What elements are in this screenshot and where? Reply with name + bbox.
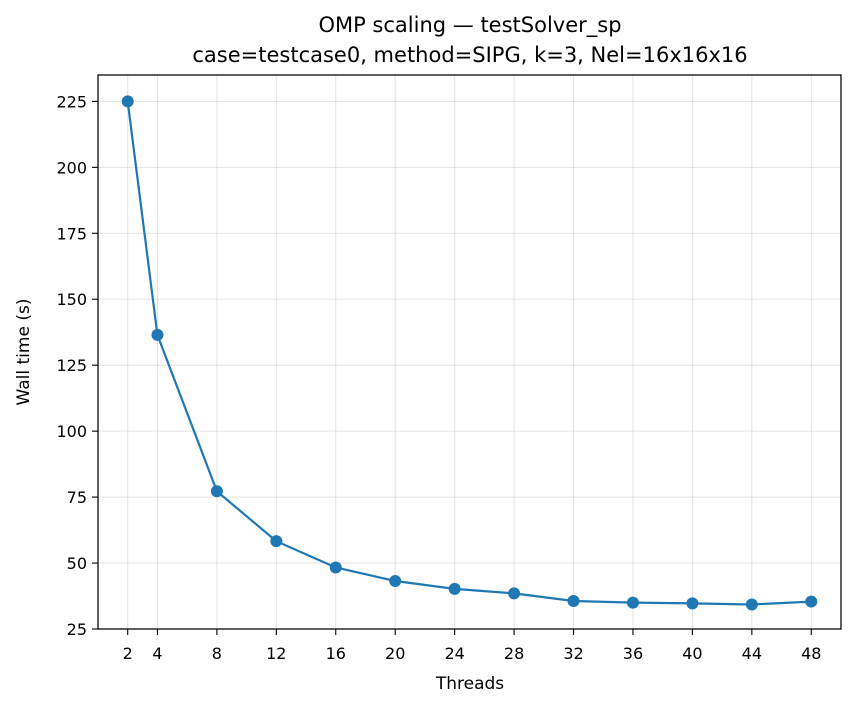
data-point — [567, 595, 580, 608]
chart-title-line1: OMP scaling — testSolver_sp — [318, 13, 621, 38]
plot-frame — [97, 74, 842, 630]
y-tick-label: 175 — [56, 224, 87, 243]
tick-layer: 2 4 8 12 16 20 24 28 32 36 40 44 4825507510012515017… — [56, 92, 821, 663]
x-tick-label: 24 — [444, 644, 464, 663]
y-tick-label: 75 — [67, 488, 87, 507]
data-point — [805, 595, 818, 608]
chart-title-line2: case=testcase0, method=SIPG, k=3, Nel=16… — [192, 43, 747, 67]
y-axis-label: Wall time (s) — [14, 299, 34, 406]
data-point — [151, 328, 164, 341]
y-tick-label: 200 — [56, 158, 87, 177]
x-tick-label: 36 — [623, 644, 643, 663]
x-tick-label: 44 — [742, 644, 762, 663]
x-tick-label: 32 — [563, 644, 583, 663]
x-tick-label: 28 — [504, 644, 524, 663]
x-tick-label: 4 — [152, 644, 162, 663]
x-tick-label: 8 — [212, 644, 222, 663]
y-tick-label: 150 — [56, 290, 87, 309]
series-layer — [121, 95, 818, 611]
x-tick-label: 12 — [266, 644, 286, 663]
data-point — [270, 535, 283, 548]
y-tick-label: 50 — [67, 554, 87, 573]
data-point — [121, 95, 134, 108]
y-tick-label: 225 — [56, 92, 87, 111]
data-point — [626, 596, 639, 609]
x-tick-label: 2 — [123, 644, 133, 663]
data-point — [686, 597, 699, 610]
y-tick-label: 125 — [56, 356, 87, 375]
x-tick-label: 48 — [801, 644, 821, 663]
y-tick-label: 25 — [67, 620, 87, 639]
data-point — [210, 485, 223, 498]
data-point — [745, 598, 758, 611]
data-point — [448, 582, 461, 595]
x-tick-label: 40 — [682, 644, 702, 663]
x-axis-label: Threads — [435, 674, 504, 694]
grid-layer — [98, 75, 841, 630]
data-point — [329, 561, 342, 574]
x-tick-label: 16 — [326, 644, 346, 663]
data-point — [389, 574, 402, 587]
series-line — [126, 101, 812, 606]
y-tick-label: 100 — [56, 422, 87, 441]
x-tick-label: 20 — [385, 644, 405, 663]
data-point — [508, 587, 521, 600]
